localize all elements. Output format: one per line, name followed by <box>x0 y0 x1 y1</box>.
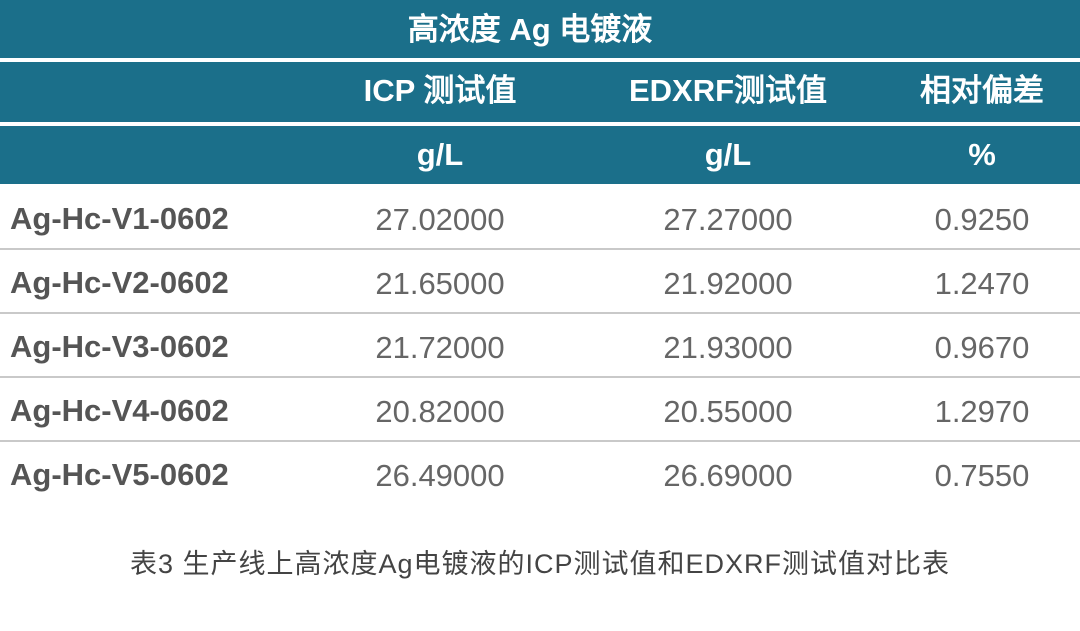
row-label: Ag-Hc-V4-0602 <box>10 393 229 428</box>
row-divider <box>0 248 1080 250</box>
cell-value: 26.49000 <box>375 458 505 493</box>
unit: g/L <box>416 137 464 172</box>
cell-value: 1.2970 <box>934 394 1030 429</box>
cell-value: 21.93000 <box>663 330 793 365</box>
cell-value: 21.65000 <box>375 266 505 301</box>
cell-value: 0.7550 <box>934 458 1030 493</box>
cell-value: 1.2470 <box>934 266 1030 301</box>
unit: % <box>968 137 996 172</box>
column-header: EDXRF测试值 <box>628 73 828 108</box>
cell-value: 27.02000 <box>375 202 505 237</box>
cell-value: 0.9670 <box>934 330 1030 365</box>
caption: 表3 生产线上高浓度Ag电镀液的ICP测试值和EDXRF测试值对比表 <box>129 549 951 579</box>
row-label: Ag-Hc-V3-0602 <box>10 329 229 364</box>
cell-value: 21.72000 <box>375 330 505 365</box>
table-title: 高浓度 Ag 电镀液 <box>407 12 653 47</box>
header-band <box>0 62 1080 122</box>
unit: g/L <box>704 137 752 172</box>
row-label: Ag-Hc-V5-0602 <box>10 457 229 492</box>
row-divider <box>0 376 1080 378</box>
cell-value: 20.55000 <box>663 394 793 429</box>
cell-value: 27.27000 <box>663 202 793 237</box>
cell-value: 20.82000 <box>375 394 505 429</box>
cell-value: 21.92000 <box>663 266 793 301</box>
column-header: 相对偏差 <box>920 73 1044 108</box>
column-header: ICP 测试值 <box>363 73 517 108</box>
unit-band <box>0 126 1080 184</box>
title-band <box>0 0 1080 58</box>
row-divider <box>0 312 1080 314</box>
row-divider <box>0 440 1080 442</box>
row-label: Ag-Hc-V2-0602 <box>10 265 229 300</box>
row-label: Ag-Hc-V1-0602 <box>10 201 229 236</box>
cell-value: 0.9250 <box>934 202 1030 237</box>
cell-value: 26.69000 <box>663 458 793 493</box>
